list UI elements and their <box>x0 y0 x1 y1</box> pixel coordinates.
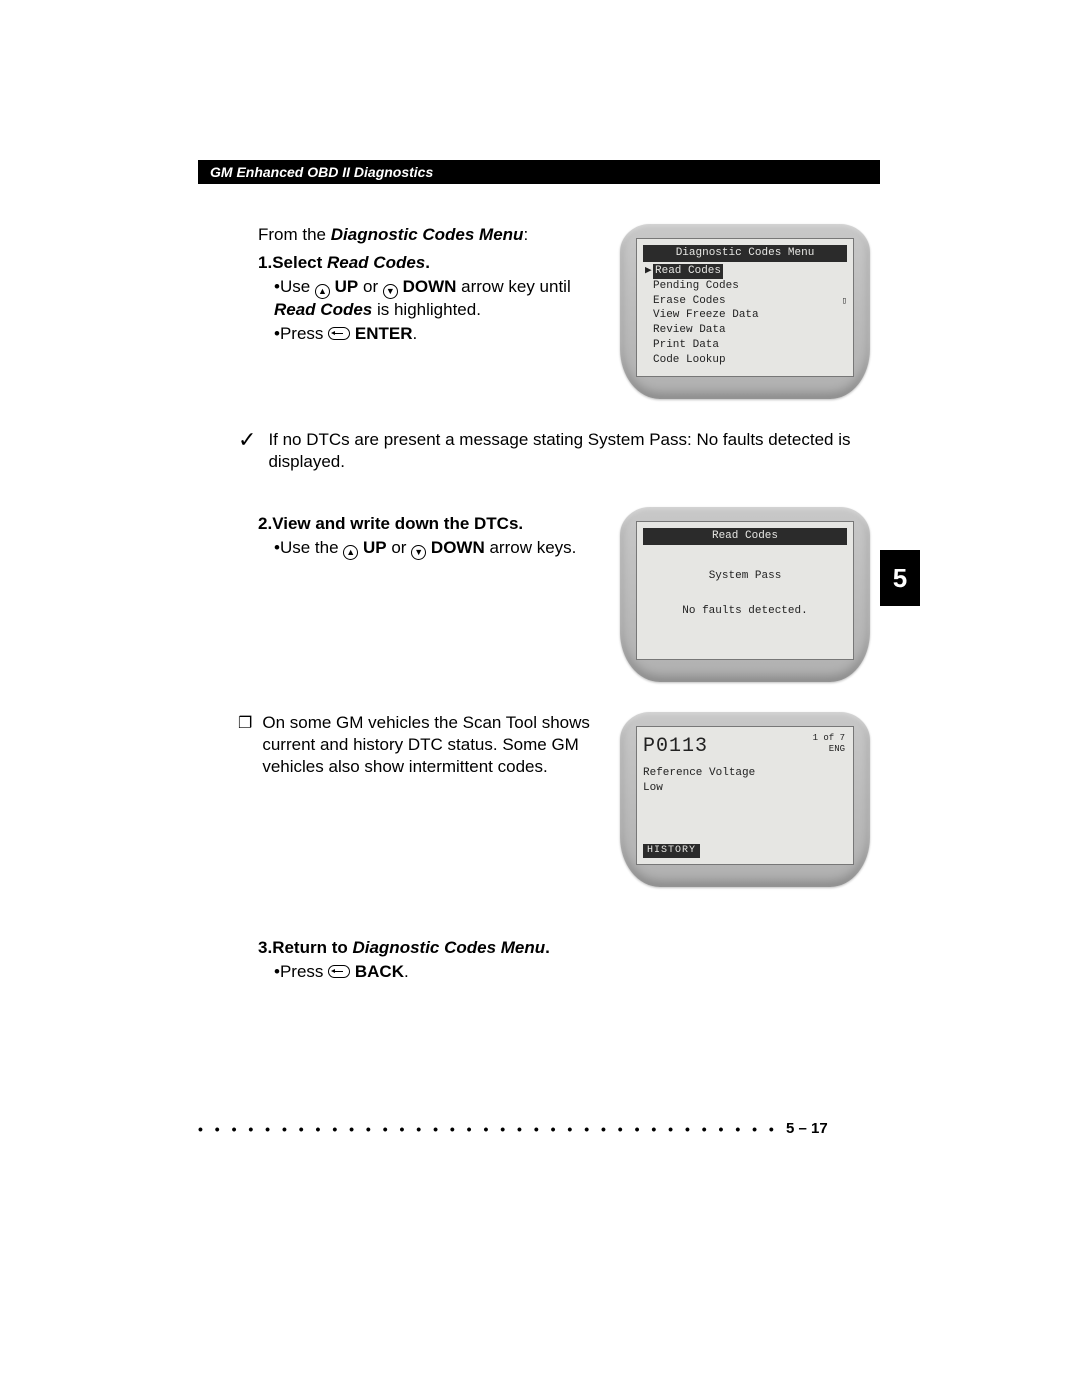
step2-text: 2.View and write down the DTCs. •Use the… <box>198 507 590 682</box>
lcd3-topright: 1 of 7 ENG <box>813 733 845 755</box>
step3-num: 3. <box>258 938 272 957</box>
document-page: GM Enhanced OBD II Diagnostics From the … <box>198 160 880 983</box>
box-icon: ❐ <box>238 712 252 778</box>
step2-num: 2. <box>258 514 272 533</box>
device-screen-1: Diagnostic Codes Menu ▶Read Codes Pendin… <box>620 224 870 399</box>
section-tab: 5 <box>880 550 920 606</box>
note-check-text: If no DTCs are present a message stating… <box>268 429 880 473</box>
lcd1-item-2: View Freeze Data <box>643 308 847 323</box>
chapter-header: GM Enhanced OBD II Diagnostics <box>198 160 880 184</box>
step3-label-suffix: . <box>545 938 550 957</box>
page-number: 5 – 17 <box>778 1120 828 1137</box>
step3-block: 3.Return to Diagnostic Codes Menu. •Pres… <box>198 937 880 983</box>
step1-num: 1. <box>258 253 272 272</box>
s3s1a: Press <box>280 962 328 981</box>
lcd1-scroll-icon: ▯ <box>842 295 847 307</box>
s2s1down: DOWN <box>431 538 485 557</box>
lcd3-counter: 1 of 7 <box>813 733 845 744</box>
s1s1a: Use <box>280 277 315 296</box>
lcd2-line2: No faults detected. <box>643 604 847 619</box>
row-step2: 2.View and write down the DTCs. •Use the… <box>198 507 880 682</box>
s1s2b: . <box>413 324 418 343</box>
intro-prefix: From the <box>258 225 331 244</box>
row-step1: From the Diagnostic Codes Menu: 1.Select… <box>198 224 880 399</box>
s1s1em: Read Codes <box>274 300 372 319</box>
step1-sub1: •Use ▲ UP or ▼ DOWN arrow key until Read… <box>258 276 590 321</box>
lcd3-desc1: Reference Voltage <box>643 766 847 781</box>
device-screen-2: Read Codes System Pass No faults detecte… <box>620 507 870 682</box>
intro-line: From the Diagnostic Codes Menu: <box>258 224 590 246</box>
up-arrow-icon: ▲ <box>315 284 330 299</box>
page-footer: • • • • • • • • • • • • • • • • • • • • … <box>198 1120 880 1138</box>
intro-menu: Diagnostic Codes Menu <box>331 225 524 244</box>
s1s1d: is highlighted. <box>372 300 481 319</box>
screen3-col: 1 of 7 ENG P0113 Reference Voltage Low H… <box>620 712 880 887</box>
step1-label-em: Read Codes <box>327 253 425 272</box>
lcd1-item-4: Print Data <box>643 338 847 353</box>
step1-label-prefix: Select <box>272 253 327 272</box>
screen1-col: Diagnostic Codes Menu ▶Read Codes Pendin… <box>620 224 880 399</box>
screen2-col: Read Codes System Pass No faults detecte… <box>620 507 880 682</box>
page-content: From the Diagnostic Codes Menu: 1.Select… <box>198 184 880 983</box>
step3-sub1: •Press BACK. <box>258 961 880 983</box>
lcd-2: Read Codes System Pass No faults detecte… <box>636 521 854 660</box>
lcd-1: Diagnostic Codes Menu ▶Read Codes Pendin… <box>636 238 854 377</box>
step3-label-prefix: Return to <box>272 938 352 957</box>
lcd3-lang: ENG <box>813 744 845 755</box>
step2-heading: 2.View and write down the DTCs. <box>258 513 590 535</box>
s2s1up: UP <box>363 538 387 557</box>
s1s2a: Press <box>280 324 328 343</box>
step1-sub2: •Press ENTER. <box>258 323 590 345</box>
row-note-box: ❐ On some GM vehicles the Scan Tool show… <box>198 712 880 887</box>
step1-label-suffix: . <box>425 253 430 272</box>
s1s2btn: ENTER <box>355 324 413 343</box>
lcd3-tag: HISTORY <box>643 844 700 858</box>
chapter-title: GM Enhanced OBD II Diagnostics <box>210 164 433 180</box>
checkmark-icon: ✓ <box>238 429 256 473</box>
section-number: 5 <box>893 563 907 594</box>
enter-key-icon <box>328 327 350 340</box>
device-screen-3: 1 of 7 ENG P0113 Reference Voltage Low H… <box>620 712 870 887</box>
s1s1b: or <box>358 277 383 296</box>
back-key-icon <box>328 965 350 978</box>
s2s1a: Use the <box>280 538 343 557</box>
footer-dots: • • • • • • • • • • • • • • • • • • • • … <box>198 1121 778 1137</box>
step3-label-em: Diagnostic Codes Menu <box>352 938 545 957</box>
note-check: ✓ If no DTCs are present a message stati… <box>198 429 880 473</box>
s1s1c: arrow key until <box>456 277 570 296</box>
step1-heading: 1.Select Read Codes. <box>258 252 590 274</box>
down-arrow-icon-2: ▼ <box>411 545 426 560</box>
lcd1-pointer-icon: ▶ <box>645 264 653 279</box>
step3-heading: 3.Return to Diagnostic Codes Menu. <box>258 937 880 959</box>
lcd1-title: Diagnostic Codes Menu <box>643 245 847 262</box>
s2s1b: or <box>387 538 412 557</box>
step2-label: View and write down the DTCs. <box>272 514 523 533</box>
s2s1c: arrow keys. <box>485 538 577 557</box>
up-arrow-icon-2: ▲ <box>343 545 358 560</box>
intro-suffix: : <box>523 225 528 244</box>
step2-sub1: •Use the ▲ UP or ▼ DOWN arrow keys. <box>258 537 590 560</box>
lcd1-item-1: Erase Codes <box>643 294 847 309</box>
lcd1-item-3: Review Data <box>643 323 847 338</box>
lcd3-tag-wrap: HISTORY <box>643 843 700 858</box>
note-box-text: On some GM vehicles the Scan Tool shows … <box>262 712 590 778</box>
lcd1-selected: Read Codes <box>653 264 723 279</box>
s3s1btn: BACK <box>355 962 404 981</box>
lcd1-item-5: Code Lookup <box>643 353 847 368</box>
step1-text: From the Diagnostic Codes Menu: 1.Select… <box>198 224 590 399</box>
lcd-3: 1 of 7 ENG P0113 Reference Voltage Low H… <box>636 726 854 865</box>
lcd1-selected-row: ▶Read Codes <box>643 264 847 279</box>
down-arrow-icon: ▼ <box>383 284 398 299</box>
lcd2-line1: System Pass <box>643 569 847 584</box>
s1s1up: UP <box>335 277 359 296</box>
note-box-text-col: ❐ On some GM vehicles the Scan Tool show… <box>198 712 590 887</box>
s3s1b: . <box>404 962 409 981</box>
lcd2-title: Read Codes <box>643 528 847 545</box>
s1s1down: DOWN <box>403 277 457 296</box>
lcd1-item-0: Pending Codes <box>643 279 847 294</box>
lcd3-desc2: Low <box>643 781 847 796</box>
